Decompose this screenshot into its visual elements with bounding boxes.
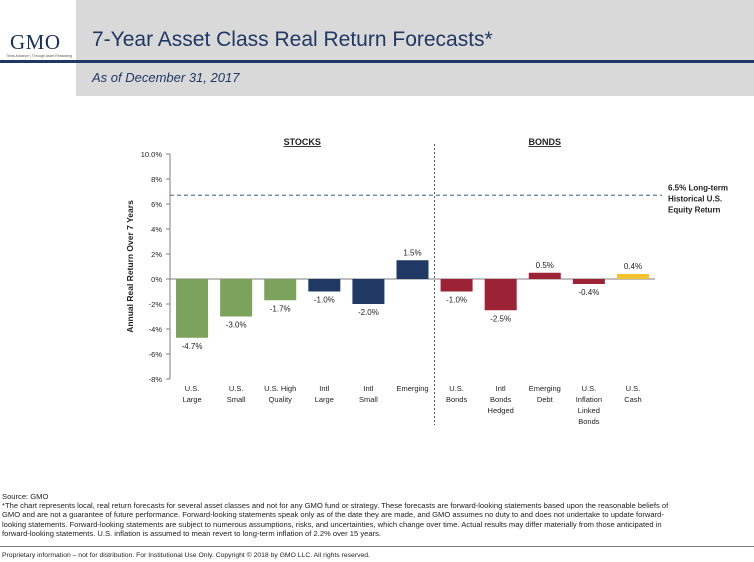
disclaimer-line: GMO and are not a guarantee of future pe… [2, 510, 664, 520]
bar-chart: 10.0% 8% 6% 4% 2% 0% -2% -4% -6% -8% Annual Real R… [125, 137, 728, 426]
y-tick-label: -6% [149, 350, 163, 359]
category-label: U.S. [185, 384, 200, 393]
bar-value-label: -1.0% [314, 296, 335, 305]
title-divider [0, 60, 754, 63]
y-axis-title: Annual Real Return Over 7 Years [125, 200, 135, 333]
disclaimer-line: *The chart represents local, real return… [2, 501, 669, 511]
bar [220, 279, 253, 317]
category-label: Linked [578, 406, 600, 415]
proprietary-notice: Proprietary information – not for distri… [2, 552, 370, 559]
as-of-date: As of December 31, 2017 [92, 70, 240, 85]
y-tick-label: -4% [149, 325, 163, 334]
y-tick-label: 6% [151, 200, 162, 209]
logo-box: GMO Think Advance | Through Asset Reason… [0, 0, 76, 96]
category-label: Large [315, 395, 334, 404]
page-title: 7-Year Asset Class Real Return Forecasts… [92, 28, 493, 51]
bar [484, 279, 517, 311]
disclaimer-line: looking statements. Forward-looking stat… [2, 519, 662, 529]
bar-value-label: -2.0% [358, 308, 379, 317]
category-label: Small [227, 395, 246, 404]
category-label: Inflation [576, 395, 602, 404]
reference-line-label: Equity Return [668, 205, 721, 214]
category-label: U.S. [229, 384, 244, 393]
category-label: Small [359, 395, 378, 404]
y-tick-label: 10.0% [141, 150, 163, 159]
y-tick-label: 8% [151, 175, 162, 184]
bar-value-label: -2.5% [490, 314, 511, 323]
y-tick-label: -2% [149, 300, 163, 309]
bar [440, 279, 473, 292]
category-label: Bonds [446, 395, 468, 404]
bar [572, 279, 605, 284]
category-label: Emerging [529, 384, 561, 393]
bar-value-label: 0.5% [536, 261, 554, 270]
bar-value-label: 0.4% [624, 262, 642, 271]
source-note: Source: GMO [2, 492, 49, 501]
footer-divider [0, 546, 754, 547]
bar-value-label: -4.7% [182, 342, 203, 351]
bar-value-label: -3.0% [226, 321, 247, 330]
category-label: U.S. High [264, 384, 296, 393]
category-label: Debt [537, 395, 554, 404]
bar [616, 274, 649, 279]
category-label: Emerging [396, 384, 428, 393]
category-label: U.S. [449, 384, 464, 393]
reference-line-label: 6.5% Long-term [668, 183, 728, 192]
category-label: Quality [269, 395, 293, 404]
category-label: Hedged [488, 406, 514, 415]
bar-value-label: 1.5% [403, 248, 421, 257]
category-label: Bonds [490, 395, 512, 404]
footer-notes: Source: GMO *The chart represents local,… [2, 492, 750, 538]
y-tick-label: 4% [151, 225, 162, 234]
category-label: Intl [319, 384, 329, 393]
bar [352, 279, 385, 304]
y-tick-label: 0% [151, 275, 162, 284]
y-tick-label: -8% [149, 375, 163, 384]
bar [528, 272, 561, 279]
disclaimer-line: forward-looking statements. U.S. inflati… [2, 528, 382, 538]
bar-value-label: -1.0% [446, 296, 467, 305]
bar [308, 279, 341, 292]
category-label: Bonds [578, 417, 600, 426]
bar [176, 279, 209, 338]
y-tick-label: 2% [151, 250, 162, 259]
bar-value-label: -0.4% [578, 288, 599, 297]
category-label: Cash [624, 395, 642, 404]
category-label: Large [182, 395, 201, 404]
group-header-bonds: BONDS [529, 137, 562, 147]
reference-line-label: Historical U.S. [668, 194, 722, 203]
bar-value-label: -1.7% [270, 304, 291, 313]
category-label: U.S. [582, 384, 597, 393]
category-label: Intl [363, 384, 373, 393]
header-bar [0, 0, 754, 96]
group-header-stocks: STOCKS [284, 137, 321, 147]
gmo-logo: GMO [10, 30, 61, 54]
bar [264, 279, 297, 301]
category-label: U.S. [626, 384, 641, 393]
bar [396, 260, 429, 279]
category-label: Intl [496, 384, 506, 393]
logo-tagline: Think Advance | Through Asset Reasoning [6, 54, 72, 58]
